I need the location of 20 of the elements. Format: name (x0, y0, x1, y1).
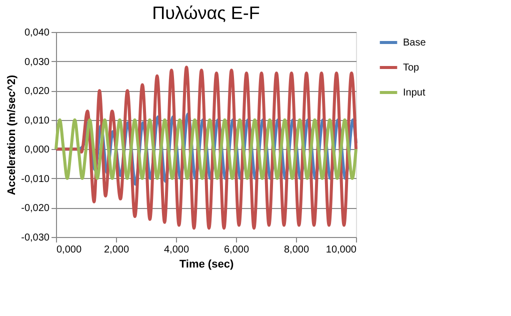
x-tick-label: 0,000 (56, 244, 82, 256)
x-tick-label: 8,000 (284, 244, 310, 256)
x-tick-label: 4,000 (164, 244, 190, 256)
legend-label: Top (403, 62, 420, 74)
y-tick-label: -0,020 (21, 203, 50, 214)
y-axis-title: Acceleration (m/sec^2) (6, 74, 18, 196)
x-tick-label: 10,000 (326, 244, 357, 256)
y-tick-label: 0,000 (24, 144, 50, 156)
y-tick-label: 0,040 (24, 28, 50, 38)
x-tick-label: 2,000 (104, 244, 130, 256)
legend-label: Input (403, 88, 426, 98)
y-tick-label: -0,030 (21, 232, 50, 244)
legend-label: Base (403, 38, 426, 48)
x-axis-title: Time (sec) (179, 258, 234, 270)
y-tick-label: 0,020 (24, 86, 50, 98)
y-tick-label: 0,030 (24, 56, 50, 68)
x-tick-label: 6,000 (224, 244, 250, 256)
y-tick-label: -0,010 (21, 174, 50, 185)
chart-title: Πυλώνας E-F (152, 3, 260, 23)
y-tick-label: 0,010 (24, 115, 50, 126)
